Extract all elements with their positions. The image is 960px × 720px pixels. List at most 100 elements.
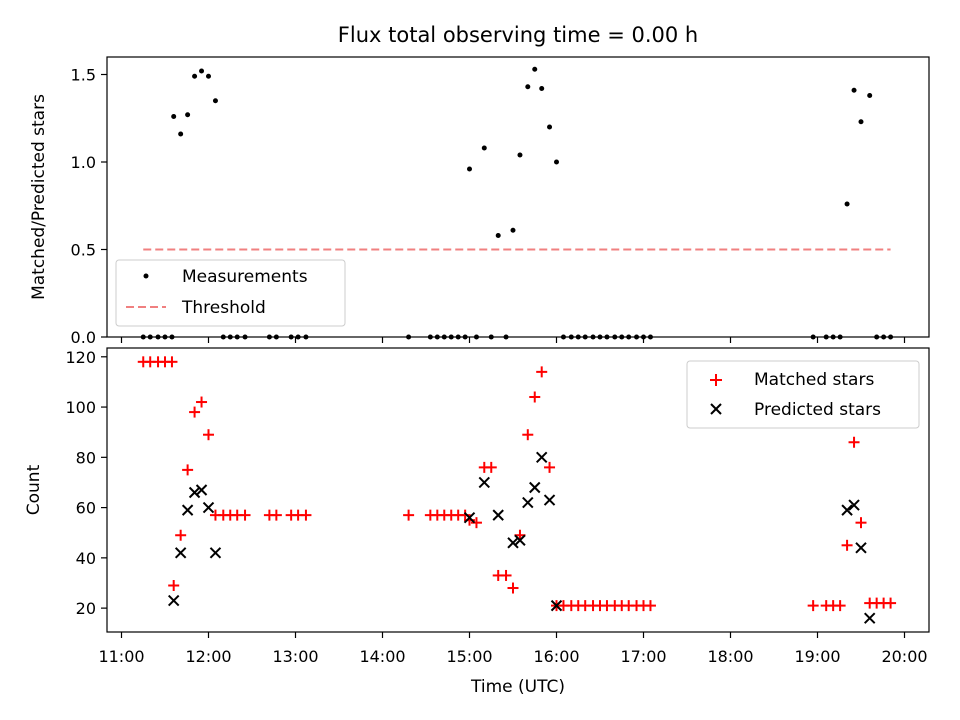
legend-marker-measurements: [143, 273, 149, 279]
matched-star-point: [529, 391, 541, 403]
matched-star-point: [522, 429, 534, 441]
measurement-point: [206, 73, 211, 79]
predicted-star-point: [195, 484, 208, 496]
predicted-star-point: [841, 504, 853, 516]
measurement-point: [481, 145, 487, 151]
matched-star-point: [500, 569, 512, 581]
predicted-star-point: [529, 481, 541, 494]
predicted-star-point: [174, 547, 187, 559]
matched-star-point: [300, 509, 312, 521]
matched-star-point: [403, 509, 415, 521]
matched-star-point: [885, 597, 897, 609]
bottom-y-tick-label: 120: [65, 348, 96, 367]
matched-star-point: [507, 582, 519, 594]
predicted-star-point: [202, 501, 215, 514]
top-y-tick-label: 1.0: [71, 153, 96, 172]
legend-label-matched: Matched stars: [754, 370, 874, 390]
measurement-point: [212, 98, 218, 104]
top-y-tick-label: 0.5: [71, 241, 96, 260]
top-y-ticks: 0.0 0.5 1.0 1.5: [71, 66, 107, 347]
predicted-star-point: [478, 476, 490, 489]
matched-star-point: [189, 406, 201, 418]
measurement-point: [467, 166, 472, 172]
predicted-star-point: [167, 594, 180, 607]
measurement-point: [532, 66, 538, 72]
matched-star-point: [270, 509, 282, 521]
measurement-point: [517, 152, 523, 158]
bottom-y-tick-label: 100: [65, 398, 96, 417]
matched-star-point: [203, 429, 214, 441]
x-tick-label: 14:00: [359, 647, 405, 666]
top-y-tick-label: 1.5: [71, 66, 96, 85]
top-plot-area: [140, 66, 894, 340]
measurement-point: [199, 68, 205, 74]
measurement-point: [185, 112, 191, 118]
bottom-y-ticks: 20 40 60 80 100 120: [65, 348, 107, 618]
legend-label-predicted: Predicted stars: [754, 400, 881, 420]
top-legend: Measurements Threshold: [115, 259, 346, 327]
measurement-point: [844, 201, 850, 207]
matched-star-point: [168, 580, 180, 592]
legend-label-measurements: Measurements: [182, 267, 308, 287]
matched-star-point: [182, 464, 194, 476]
top-legend-box: [115, 259, 346, 327]
x-tick-label: 17:00: [620, 647, 666, 666]
x-tick-label: 16:00: [533, 647, 579, 666]
measurement-point: [867, 93, 873, 98]
measurement-point: [525, 84, 531, 90]
x-tick-label: 20:00: [881, 647, 927, 666]
bottom-y-tick-label: 60: [76, 499, 96, 518]
top-y-axis-label: Matched/Predicted stars: [29, 94, 49, 300]
measurement-point: [554, 159, 559, 165]
bottom-y-tick-label: 40: [76, 549, 96, 568]
measurement-point: [192, 73, 198, 79]
predicted-star-point: [181, 504, 194, 516]
bottom-panel: 20 40 60 80 100 120 11:00 12:00 13:00 14:00 15:00…: [24, 347, 930, 697]
chart-title: Flux total observing time = 0.00 h: [338, 23, 698, 47]
x-axis-label: Time (UTC): [470, 677, 565, 697]
matched-star-point: [536, 366, 548, 378]
bottom-y-tick-label: 80: [76, 448, 96, 467]
measurement-point: [178, 131, 184, 137]
matched-star-point: [807, 600, 819, 612]
bottom-plot-area: [137, 356, 897, 624]
legend-marker-matched: [710, 374, 722, 386]
measurement-point: [539, 86, 545, 91]
predicted-star-point: [507, 537, 519, 549]
top-y-tick-label: 0.0: [71, 328, 96, 347]
matched-star-point: [485, 461, 497, 473]
x-tick-label: 11:00: [98, 647, 144, 666]
measurement-point: [171, 114, 177, 119]
predicted-star-point: [514, 534, 526, 546]
legend-marker-predicted: [710, 403, 722, 415]
x-tick-label: 12:00: [185, 647, 231, 666]
measurement-point: [851, 87, 857, 93]
bottom-axes-frame: [106, 347, 930, 633]
x-tick-label: 15:00: [446, 647, 492, 666]
x-tick-label: 13:00: [272, 647, 318, 666]
top-panel: 0.0 0.5 1.0 1.5 Matched/Predicted stars Mea…: [29, 56, 930, 347]
predicted-star-point: [863, 612, 876, 624]
matched-star-point: [544, 461, 556, 473]
bottom-y-axis-label: Count: [24, 464, 44, 515]
bottom-legend-box: [686, 360, 920, 429]
matched-star-point: [470, 517, 482, 529]
measurement-point: [495, 233, 501, 238]
predicted-star-point: [463, 511, 476, 524]
measurement-point: [510, 227, 516, 233]
matched-star-point: [834, 600, 846, 612]
top-x-ticks: [120, 337, 906, 343]
matched-star-point: [239, 509, 251, 521]
predicted-star-point: [550, 599, 563, 612]
bottom-legend: Matched stars Predicted stars: [686, 360, 920, 429]
matched-star-point: [848, 436, 860, 448]
top-axes-frame: [106, 56, 930, 338]
measurement-point: [858, 119, 864, 125]
matched-star-point: [166, 356, 178, 368]
predicted-star-point: [492, 509, 504, 521]
predicted-star-point: [543, 494, 556, 506]
matched-star-point: [175, 529, 187, 541]
measurement-point: [547, 124, 553, 130]
bottom-y-tick-label: 20: [76, 599, 96, 618]
predicted-star-point: [855, 542, 867, 554]
